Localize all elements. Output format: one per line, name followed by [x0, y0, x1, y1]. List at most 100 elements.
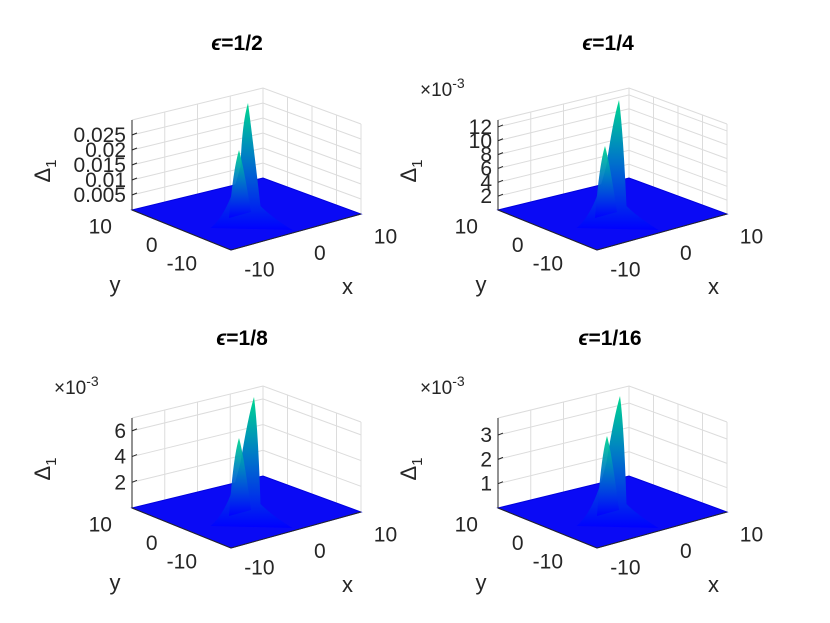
x-axis-line — [230, 213, 362, 251]
z-tick — [497, 152, 504, 156]
grid-lines — [497, 385, 728, 512]
z-tick — [497, 165, 504, 169]
y-tick-label: -10 — [167, 550, 197, 573]
z-tick — [497, 179, 504, 183]
z-tick-label: 3 — [480, 424, 492, 447]
z-tick-label: 1 — [480, 473, 492, 496]
x-tick-label: 0 — [680, 540, 692, 563]
z-tick-label: 0.02 — [85, 139, 126, 162]
y-tick-label: 10 — [89, 514, 112, 537]
grid-lines — [131, 385, 362, 512]
box-edge — [131, 385, 362, 423]
z-tick — [131, 479, 138, 483]
y-tick-label: 0 — [512, 532, 524, 555]
z-axis-label: Δ1 — [30, 159, 60, 182]
surface-peak — [576, 396, 659, 528]
x-tick-label: 0 — [680, 242, 692, 265]
x-axis-label: x — [708, 274, 719, 299]
x-tick-label: -10 — [610, 259, 640, 282]
surface-secondary-peak — [595, 146, 617, 218]
z-tick — [497, 138, 504, 142]
z-tick — [497, 124, 504, 128]
z-tick-label: 12 — [469, 116, 492, 139]
y-tick-label: 10 — [455, 216, 478, 239]
z-tick-label: 4 — [114, 446, 126, 469]
z-tick-label: 10 — [469, 130, 492, 153]
y-axis-line — [131, 507, 232, 549]
y-tick-label: 0 — [146, 532, 158, 555]
subplot-title: ϵ=1/8 — [216, 327, 268, 350]
x-tick-label: 0 — [314, 540, 326, 563]
y-axis-line — [497, 209, 598, 251]
z-tick-label: 0.005 — [73, 184, 126, 207]
z-tick-label: 6 — [114, 420, 126, 443]
axes: 123 10 0 -10 -10 0 10 — [455, 418, 763, 580]
surface-secondary-peak — [229, 438, 251, 516]
x-tick-label: 10 — [374, 523, 397, 546]
z-tick — [131, 162, 138, 166]
z-tick — [497, 481, 504, 485]
y-tick-label: -10 — [533, 252, 563, 275]
z-tick-label: 0.015 — [73, 154, 126, 177]
z-tick — [131, 192, 138, 196]
x-tick-label: 10 — [374, 225, 397, 248]
y-tick-label: 0 — [146, 234, 158, 257]
y-axis-label: y — [476, 570, 487, 595]
y-axis-label: y — [110, 272, 121, 297]
y-tick-label: -10 — [167, 252, 197, 275]
surface-secondary-peak — [229, 150, 251, 218]
z-axis-label: Δ1 — [30, 457, 60, 480]
x-axis-label: x — [342, 274, 353, 299]
x-tick-label: -10 — [244, 259, 274, 282]
z-tick-label: 4 — [480, 171, 492, 194]
box-edge — [131, 87, 362, 125]
z-tick-label: 0.01 — [85, 169, 126, 192]
grid-lines — [497, 87, 728, 214]
x-axis-line — [596, 511, 728, 549]
subplot-4: 123 10 0 -10 -10 0 10 y x Δ1 ×10-3 ϵ=1/16 — [396, 327, 763, 597]
box-edge — [497, 87, 728, 125]
z-multiplier: ×10-3 — [54, 373, 99, 399]
subplot-title: ϵ=1/4 — [582, 32, 634, 55]
z-tick — [131, 454, 138, 458]
y-tick-label: 10 — [455, 514, 478, 537]
x-axis-line — [230, 511, 362, 549]
subplot-title: ϵ=1/2 — [211, 32, 263, 55]
z-tick — [131, 177, 138, 181]
subplot-3: 24 6 10 0 -10 -10 0 10 y x Δ1 ×10-3 ϵ=1/8 — [30, 327, 397, 597]
z-tick — [497, 432, 504, 436]
x-tick-label: 0 — [314, 242, 326, 265]
z-multiplier: ×10-3 — [420, 373, 465, 399]
z-tick-label: 0.025 — [73, 124, 126, 147]
subplot-title: ϵ=1/16 — [578, 327, 641, 350]
y-tick-label: 0 — [512, 234, 524, 257]
x-tick-label: 10 — [740, 523, 763, 546]
x-tick-label: 10 — [740, 225, 763, 248]
box-edge — [497, 385, 728, 423]
z-tick-label: 2 — [114, 471, 126, 494]
z-tick-label: 6 — [480, 157, 492, 180]
y-axis-label: y — [110, 570, 121, 595]
y-axis-label: y — [476, 272, 487, 297]
y-axis-line — [131, 209, 232, 251]
axes: 24 6 10 0 -10 -10 0 10 — [89, 418, 397, 580]
z-tick-label: 2 — [480, 448, 492, 471]
x-axis-label: x — [342, 572, 353, 597]
x-axis-label: x — [708, 572, 719, 597]
z-axis-label: Δ1 — [396, 159, 426, 182]
z-tick-label: 8 — [480, 144, 492, 167]
z-tick — [131, 428, 138, 432]
z-tick — [497, 193, 504, 197]
y-axis-line — [497, 507, 598, 549]
x-tick-label: -10 — [610, 557, 640, 580]
z-tick — [131, 147, 138, 151]
z-tick — [131, 132, 138, 136]
surface-secondary-peak — [597, 436, 619, 516]
z-tick — [497, 456, 504, 460]
z-multiplier: ×10-3 — [420, 75, 465, 101]
